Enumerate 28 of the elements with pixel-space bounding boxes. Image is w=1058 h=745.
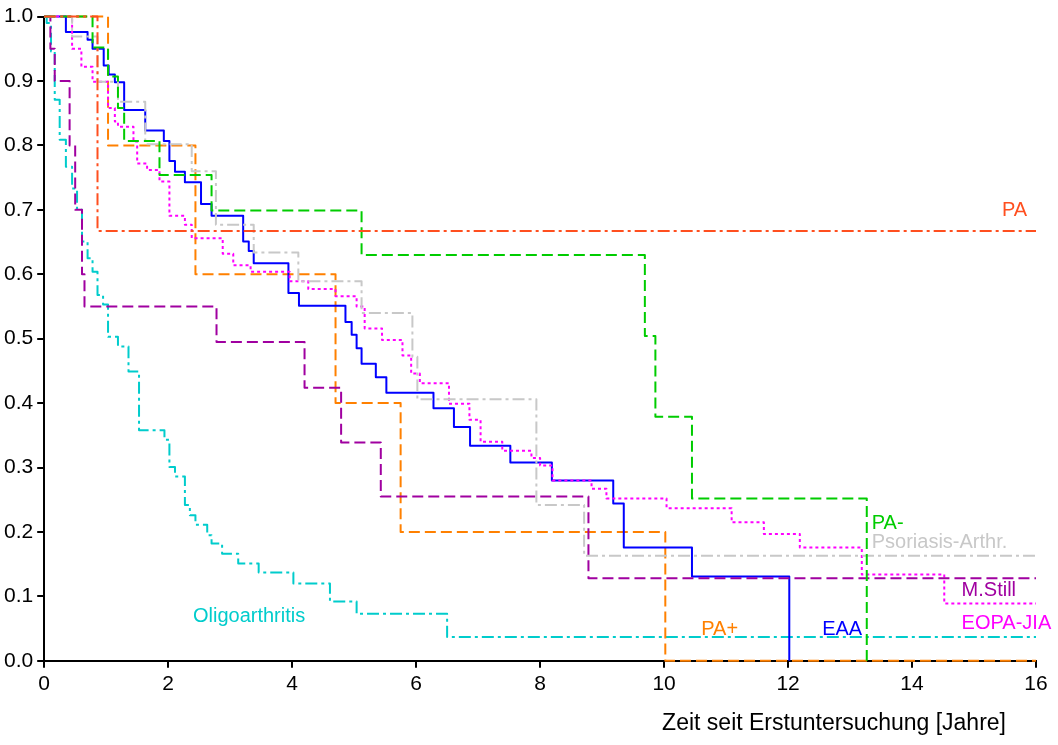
x-axis-title: Zeit seit Erstuntersuchung [Jahre] xyxy=(662,709,1006,735)
y-tick-label: 0.9 xyxy=(3,67,34,91)
x-tick-label: 16 xyxy=(1024,671,1048,695)
x-tick-label: 14 xyxy=(900,671,925,695)
y-tick-label: 0.2 xyxy=(3,518,34,542)
y-tick-label: 0.3 xyxy=(3,454,34,478)
series-label: PA xyxy=(1001,198,1028,221)
series-label: EOPA-JIA xyxy=(961,610,1052,633)
y-tick-label: 0.6 xyxy=(3,261,34,285)
series-label: PA+ xyxy=(701,617,739,640)
y-tick-label: 0.8 xyxy=(3,132,34,156)
x-tick-label: 0 xyxy=(38,671,51,695)
series-label: Oligoarthritis xyxy=(192,604,306,627)
x-tick-label: 8 xyxy=(534,671,546,695)
series-label: M.Still xyxy=(961,578,1017,601)
series-label: EAA xyxy=(822,617,863,640)
x-tick-label: 6 xyxy=(410,671,422,695)
x-tick-label: 10 xyxy=(652,671,676,695)
x-tick-label: 12 xyxy=(776,671,800,695)
y-tick-label: 1.0 xyxy=(3,3,34,27)
y-tick-label: 0.7 xyxy=(3,196,34,220)
y-tick-label: 0.0 xyxy=(3,647,34,671)
y-tick-label: 0.1 xyxy=(3,583,34,607)
y-tick-label: 0.5 xyxy=(3,325,34,349)
x-tick-label: 2 xyxy=(162,671,175,695)
x-tick-label: 4 xyxy=(286,671,299,695)
y-tick-label: 0.4 xyxy=(3,389,34,413)
series-label: PA- xyxy=(871,510,904,533)
